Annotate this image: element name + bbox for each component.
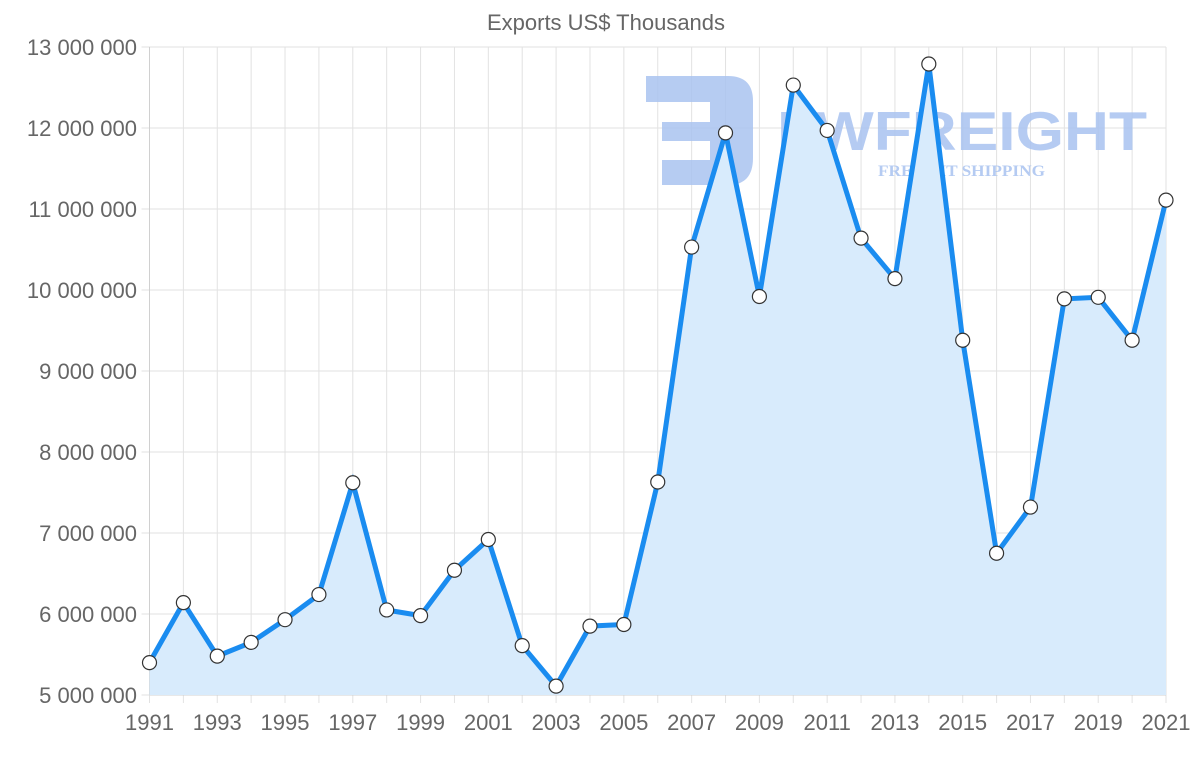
data-point[interactable]: 1995: 5930000 bbox=[277, 612, 293, 628]
x-tick-label: 2019 bbox=[1074, 710, 1123, 735]
y-tick-label: 8 000 000 bbox=[39, 440, 137, 465]
x-tick-label: 2009 bbox=[735, 710, 784, 735]
x-tick-label: 2017 bbox=[1006, 710, 1055, 735]
x-tick-label: 1995 bbox=[261, 710, 310, 735]
data-point[interactable]: 2014: 12790000 bbox=[921, 56, 937, 72]
series-points: 1991: 5400000 1992: 6140000 1993: 5480000 1… bbox=[141, 56, 1174, 694]
y-tick-label: 5 000 000 bbox=[39, 683, 137, 708]
x-tick-label: 2011 bbox=[804, 710, 851, 735]
x-tick-label: 2015 bbox=[938, 710, 987, 735]
watermark-brand: FWFREIGHT bbox=[777, 100, 1147, 162]
data-point[interactable]: 2018: 9890000 bbox=[1056, 291, 1072, 307]
data-point[interactable]: 1999: 5980000 bbox=[412, 608, 429, 624]
x-tick-label: 2007 bbox=[667, 710, 716, 735]
data-point[interactable]: 2003: 5110000 bbox=[548, 678, 564, 694]
data-point[interactable]: 1997: 7620000 bbox=[345, 475, 361, 491]
data-point[interactable]: 2007: 10530000 bbox=[684, 239, 700, 255]
data-point[interactable]: 2016: 6750000 bbox=[988, 545, 1005, 561]
data-point[interactable]: 2021: 11110000 bbox=[1158, 192, 1174, 208]
x-tick-label: 1997 bbox=[328, 710, 377, 735]
data-point[interactable]: 2012: 10640000 bbox=[853, 230, 869, 246]
series-area bbox=[149, 64, 1166, 695]
x-tick-label: 1993 bbox=[193, 710, 242, 735]
data-point[interactable]: 2008: 11940000 bbox=[717, 125, 734, 141]
data-point[interactable]: 2015: 9380000 bbox=[955, 332, 971, 348]
data-point[interactable]: 2010: 12530000 bbox=[785, 77, 801, 93]
y-tick-label: 10 000 000 bbox=[27, 278, 137, 303]
y-axis-labels: 5 000 000 6 000 000 7 000 000 8 000 000 9 00… bbox=[27, 35, 137, 708]
data-point[interactable]: 2011: 11970000 bbox=[819, 122, 835, 139]
data-point[interactable]: 1993: 5480000 bbox=[209, 648, 225, 664]
area-fill bbox=[149, 64, 1166, 695]
data-point[interactable]: 1996: 6240000 bbox=[311, 586, 327, 603]
watermark-tagline: FREIGHT SHIPPING bbox=[878, 163, 1046, 180]
x-axis-labels: 1991 1993 1995 1997 1999 2001 2003 2005 2007 2009… bbox=[125, 710, 1190, 735]
data-point[interactable]: 2013: 10140000 bbox=[887, 271, 903, 287]
data-point[interactable]: 2004: 5850000 bbox=[582, 618, 598, 634]
data-point[interactable]: 2002: 5610000 bbox=[514, 637, 530, 654]
y-tick-label: 12 000 000 bbox=[27, 116, 137, 141]
data-point[interactable]: 2019: 9910000 bbox=[1090, 289, 1106, 305]
data-point[interactable]: 2017: 7320000 bbox=[1022, 499, 1039, 515]
data-point[interactable]: 1994: 5650000 bbox=[243, 634, 259, 650]
data-point[interactable]: 2020: 9380000 bbox=[1124, 332, 1140, 348]
y-tick-label: 7 000 000 bbox=[39, 521, 137, 546]
data-point[interactable]: 2005: 5870000 bbox=[616, 616, 632, 633]
data-point[interactable]: 1991: 5400000 bbox=[141, 654, 158, 671]
x-tick-label: 2001 bbox=[464, 710, 513, 735]
x-tick-label: 2013 bbox=[870, 710, 919, 735]
fwfreight-logo-icon bbox=[646, 76, 753, 185]
data-point[interactable]: 2009: 9920000 bbox=[751, 288, 768, 305]
data-point[interactable]: 2001: 6920000 bbox=[480, 531, 496, 548]
x-tick-label: 2021 bbox=[1142, 710, 1191, 735]
x-tick-label: 1991 bbox=[125, 710, 174, 735]
x-tick-label: 2003 bbox=[532, 710, 581, 735]
y-tick-label: 13 000 000 bbox=[27, 35, 137, 60]
x-tick-label: 1999 bbox=[396, 710, 445, 735]
y-tick-label: 9 000 000 bbox=[39, 359, 137, 384]
chart-title: Exports US$ Thousands bbox=[487, 10, 725, 35]
data-point[interactable]: 2006: 7630000 bbox=[650, 474, 666, 490]
y-tick-label: 6 000 000 bbox=[39, 602, 137, 627]
data-point[interactable]: 1992: 6140000 bbox=[175, 595, 191, 611]
y-tick-label: 11 000 000 bbox=[29, 197, 137, 222]
x-tick-label: 2005 bbox=[599, 710, 648, 735]
data-point[interactable]: 1998: 6050000 bbox=[379, 602, 395, 618]
